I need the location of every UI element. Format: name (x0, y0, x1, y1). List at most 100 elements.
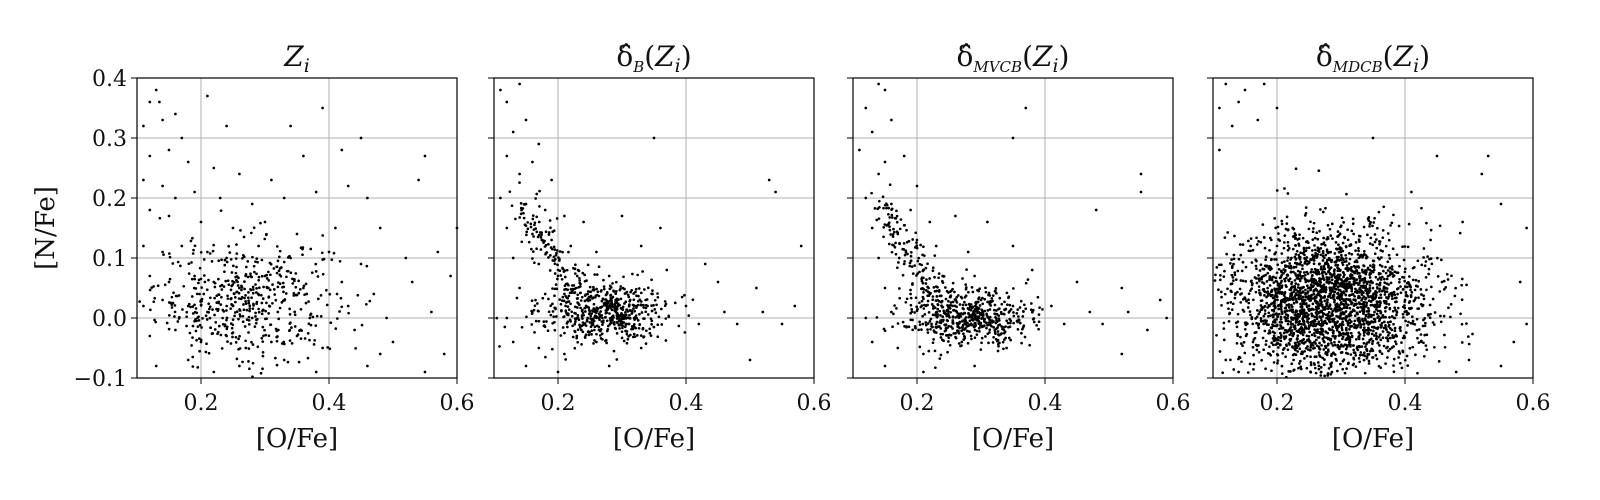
data-point (1371, 243, 1375, 247)
data-point (1289, 329, 1292, 333)
data-point (602, 287, 606, 291)
data-point (1375, 357, 1379, 361)
data-point (251, 343, 255, 346)
data-point (1252, 368, 1255, 371)
data-point (1284, 276, 1288, 280)
data-point (1353, 351, 1357, 355)
data-point (1306, 291, 1309, 295)
data-point (573, 305, 577, 309)
data-point (243, 287, 246, 291)
data-point (918, 345, 922, 349)
data-point (1283, 306, 1287, 310)
data-point (1237, 370, 1240, 374)
data-point (624, 313, 628, 317)
data-point (1305, 334, 1309, 338)
data-point (1283, 328, 1287, 332)
data-point (566, 325, 569, 329)
data-point (1375, 300, 1379, 303)
data-point (1028, 343, 1032, 347)
data-point (1020, 341, 1023, 345)
data-point (227, 283, 231, 287)
data-point (632, 325, 636, 328)
data-point (1386, 269, 1390, 272)
data-point (1353, 294, 1356, 298)
data-point (249, 272, 252, 276)
data-point (1337, 276, 1341, 279)
data-point (1297, 329, 1301, 332)
data-point (1362, 311, 1365, 314)
data-point (1388, 316, 1391, 319)
data-point (574, 263, 577, 267)
data-point (260, 312, 264, 316)
data-point (988, 300, 992, 304)
data-point (1272, 313, 1276, 316)
data-point (1336, 369, 1339, 373)
data-point (190, 277, 194, 281)
data-point (226, 340, 229, 344)
data-point (974, 301, 977, 305)
data-point (242, 308, 246, 312)
data-point (578, 281, 582, 285)
data-point (1377, 296, 1381, 300)
data-point (1037, 327, 1040, 331)
data-point (1254, 264, 1258, 268)
data-point (1296, 340, 1300, 344)
data-point (1228, 312, 1231, 316)
data-point (1438, 224, 1442, 228)
data-point (1355, 291, 1359, 295)
data-point (1406, 311, 1409, 315)
data-point (955, 295, 959, 299)
data-point (1353, 260, 1357, 264)
data-point (1326, 298, 1329, 302)
data-point (877, 199, 881, 203)
data-point (1265, 264, 1269, 268)
data-point (957, 312, 961, 316)
data-point (176, 320, 180, 323)
data-point (1305, 366, 1309, 370)
data-point (1000, 312, 1003, 316)
data-point (1405, 354, 1409, 358)
data-point (1238, 243, 1242, 246)
data-point (990, 319, 994, 322)
data-point (1375, 238, 1378, 241)
data-point (981, 296, 984, 300)
data-point (259, 221, 262, 225)
data-point (1306, 345, 1309, 348)
data-point (633, 309, 637, 313)
data-point (1352, 348, 1355, 352)
data-point (958, 326, 961, 330)
data-point (267, 270, 270, 274)
data-point (1232, 368, 1236, 371)
data-point (573, 291, 576, 295)
data-point (964, 322, 968, 325)
data-point (582, 220, 585, 224)
data-point (193, 244, 197, 248)
data-point (1261, 267, 1265, 271)
data-point (1289, 270, 1293, 274)
data-point (1395, 310, 1399, 313)
data-point (1257, 277, 1260, 281)
data-point (1401, 288, 1405, 291)
data-point (960, 344, 963, 347)
data-point (1403, 358, 1407, 362)
data-point (235, 252, 239, 255)
data-point (620, 330, 624, 334)
data-point (1309, 283, 1313, 287)
data-point (683, 293, 686, 297)
data-point (1301, 312, 1304, 315)
data-point (883, 223, 887, 226)
data-point (332, 251, 336, 255)
data-point (587, 290, 590, 293)
data-point (1348, 318, 1351, 322)
data-point (1366, 328, 1370, 332)
data-point (1324, 262, 1327, 266)
data-point (563, 352, 566, 356)
data-point (1460, 283, 1463, 287)
data-point (592, 302, 596, 306)
data-point (610, 308, 614, 312)
data-point (244, 302, 248, 305)
data-point (1250, 287, 1254, 291)
data-point (537, 142, 541, 146)
data-point (1345, 306, 1349, 310)
data-point (1030, 268, 1034, 272)
